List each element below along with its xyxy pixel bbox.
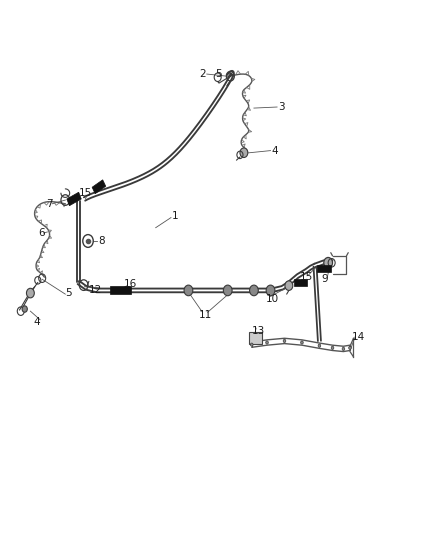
Circle shape bbox=[240, 148, 248, 158]
Text: 15: 15 bbox=[78, 188, 92, 198]
Bar bbox=[110, 286, 131, 294]
Circle shape bbox=[26, 288, 34, 298]
Text: 11: 11 bbox=[198, 310, 212, 320]
Circle shape bbox=[283, 340, 286, 343]
Text: 3: 3 bbox=[278, 102, 284, 112]
Text: 8: 8 bbox=[98, 236, 104, 246]
Circle shape bbox=[266, 341, 268, 344]
Text: 9: 9 bbox=[321, 274, 328, 284]
Circle shape bbox=[318, 344, 321, 348]
Circle shape bbox=[184, 285, 193, 296]
Text: 1: 1 bbox=[172, 211, 179, 221]
Text: 4: 4 bbox=[272, 146, 278, 156]
Text: 12: 12 bbox=[89, 285, 102, 295]
Circle shape bbox=[324, 257, 332, 268]
Bar bbox=[67, 192, 81, 206]
Text: 15: 15 bbox=[300, 272, 313, 282]
Circle shape bbox=[285, 281, 293, 290]
Text: 6: 6 bbox=[38, 228, 45, 238]
Bar bbox=[92, 180, 106, 193]
Text: 10: 10 bbox=[266, 294, 279, 304]
FancyBboxPatch shape bbox=[249, 332, 262, 344]
Bar bbox=[293, 279, 307, 286]
Text: 4: 4 bbox=[33, 317, 40, 327]
Circle shape bbox=[300, 341, 303, 344]
Circle shape bbox=[251, 343, 253, 346]
Circle shape bbox=[223, 285, 232, 296]
Text: 13: 13 bbox=[252, 326, 265, 336]
Text: 14: 14 bbox=[352, 332, 365, 342]
Circle shape bbox=[342, 348, 345, 351]
Text: 2: 2 bbox=[199, 69, 206, 79]
Circle shape bbox=[266, 285, 275, 296]
Circle shape bbox=[22, 306, 27, 312]
Circle shape bbox=[349, 346, 351, 350]
Text: 16: 16 bbox=[124, 279, 137, 288]
Text: 5: 5 bbox=[65, 288, 72, 298]
Bar bbox=[317, 265, 331, 271]
Text: 5: 5 bbox=[215, 69, 222, 79]
Text: 7: 7 bbox=[46, 199, 53, 209]
Circle shape bbox=[250, 285, 258, 296]
Circle shape bbox=[331, 346, 334, 350]
